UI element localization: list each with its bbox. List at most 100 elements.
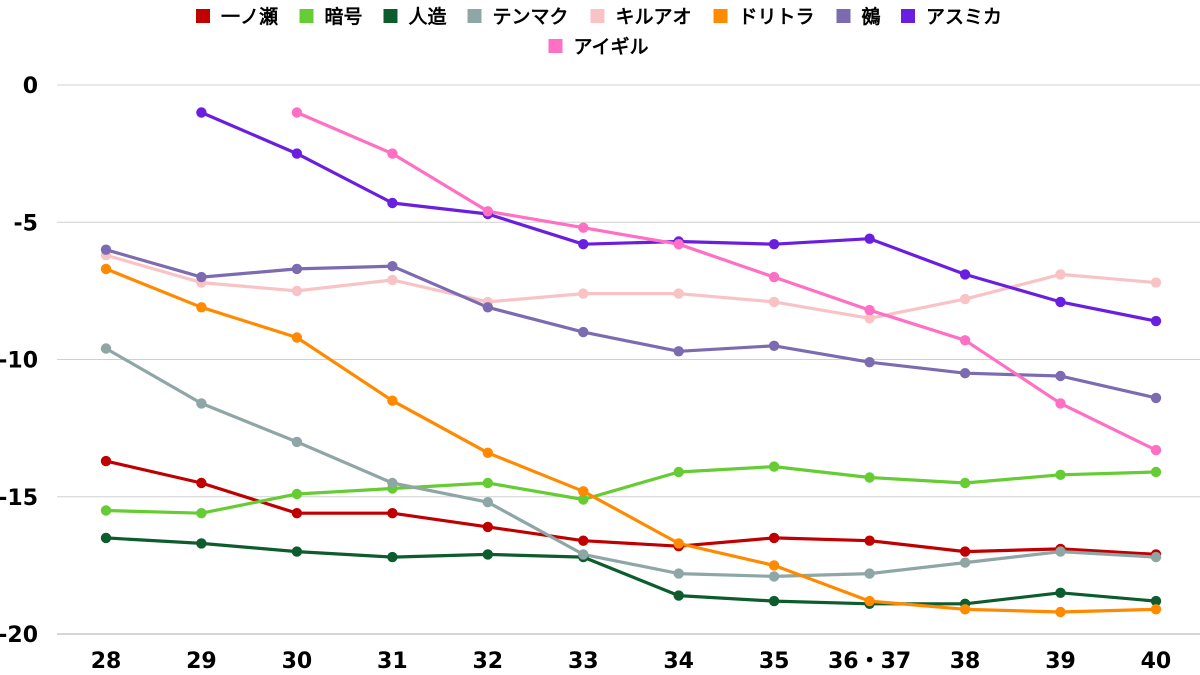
data-point [864, 472, 875, 483]
data-point [864, 313, 875, 324]
data-point [1055, 546, 1066, 557]
data-point [1150, 392, 1162, 404]
data-point [959, 604, 971, 615]
legend-swatch [467, 9, 482, 23]
data-point [959, 557, 971, 568]
data-point [768, 239, 780, 250]
y-axis-tick-labels: 0 -5 -10 -15 -20 [0, 74, 38, 648]
data-point [1055, 469, 1066, 480]
data-point [291, 263, 303, 275]
gridlines [57, 84, 1200, 635]
data-point [196, 477, 207, 489]
data-point [768, 271, 780, 283]
y-tick-label: -5 [14, 211, 38, 236]
y-tick-label: -20 [0, 623, 38, 648]
data-point [864, 233, 875, 244]
data-point [291, 148, 303, 159]
data-point [482, 447, 493, 458]
series-line-6 [104, 248, 1158, 400]
legend-item: 鵺 [836, 5, 881, 28]
data-point [291, 436, 303, 448]
data-point [1055, 398, 1066, 409]
legend-item: 暗号 [299, 5, 363, 28]
data-point [100, 532, 112, 544]
x-tick-label: 29 [186, 649, 217, 674]
legend-item: テンマク [467, 6, 569, 28]
data-point [196, 508, 207, 519]
data-point [100, 263, 112, 275]
data-point [578, 549, 589, 560]
data-point [482, 206, 493, 217]
x-tick-label: 38 [950, 649, 981, 674]
data-point [768, 340, 780, 351]
data-point [1055, 370, 1066, 382]
data-point [482, 549, 493, 560]
x-tick-label: 33 [568, 649, 599, 674]
data-point [768, 532, 780, 544]
data-point [291, 488, 303, 500]
data-point [100, 455, 112, 467]
data-point [1150, 444, 1162, 456]
series-lines [104, 110, 1158, 614]
data-point [673, 346, 684, 357]
data-point [1150, 466, 1162, 478]
data-point [864, 304, 875, 316]
data-point [1055, 587, 1066, 598]
data-point [864, 595, 875, 607]
data-point [578, 486, 589, 497]
y-tick-label: -10 [0, 349, 38, 374]
data-point [1055, 606, 1066, 618]
legend-swatch [196, 9, 210, 23]
legend-label: 一ノ瀬 [221, 6, 278, 28]
series-line-4 [104, 253, 1158, 320]
data-point [387, 197, 398, 209]
data-point [291, 508, 303, 519]
data-point [578, 326, 589, 338]
legend-label: アスミカ [926, 6, 1002, 28]
data-point [387, 477, 398, 489]
legend-swatch [713, 9, 728, 23]
data-point [387, 395, 398, 406]
legend-item: 一ノ瀬 [196, 6, 278, 28]
data-point [482, 477, 493, 489]
data-point [768, 296, 780, 308]
data-point [578, 222, 589, 233]
legend-item: キルアオ [590, 6, 692, 28]
x-tick-label: 40 [1141, 649, 1172, 674]
data-point [768, 571, 780, 582]
data-point [291, 285, 303, 297]
data-point [578, 535, 589, 546]
x-tick-label: 35 [759, 649, 790, 674]
data-point [673, 590, 684, 601]
data-point [387, 261, 398, 272]
legend-swatch [590, 9, 605, 23]
data-point [1150, 277, 1162, 288]
data-point [196, 271, 207, 283]
data-point [959, 293, 971, 305]
data-point [1055, 296, 1066, 308]
data-point [387, 508, 398, 519]
data-point [768, 461, 780, 472]
x-tick-label: 30 [282, 649, 313, 674]
data-point [578, 288, 589, 299]
data-point [673, 239, 684, 250]
x-tick-label: 28 [91, 649, 122, 674]
data-point [1150, 315, 1162, 327]
data-point [482, 497, 493, 508]
legend-label: アイギル [574, 36, 649, 58]
legend-label: 鵺 [862, 5, 881, 28]
data-point [196, 538, 207, 549]
series-line-0 [104, 459, 1158, 557]
data-point [673, 288, 684, 299]
data-point [673, 466, 684, 478]
data-point [291, 546, 303, 557]
data-point [291, 107, 303, 118]
data-point [673, 568, 684, 579]
data-points [100, 107, 1162, 618]
x-tick-label: 39 [1045, 649, 1076, 674]
data-point [196, 398, 207, 409]
series-line-2 [104, 536, 1158, 606]
data-point [959, 477, 971, 489]
data-point [387, 551, 398, 563]
